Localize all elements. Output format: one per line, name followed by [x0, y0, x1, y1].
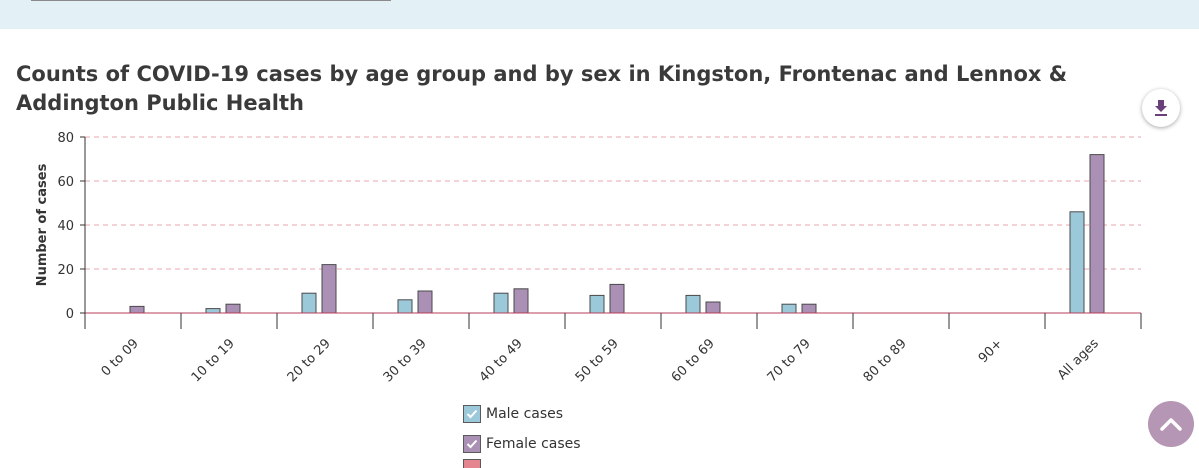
download-button[interactable]: [1142, 89, 1180, 127]
top-banner: [0, 0, 1199, 29]
bar-male: [301, 292, 317, 314]
x-tick-label: 90+: [976, 336, 1006, 366]
y-tick-label: 40: [57, 219, 74, 234]
bar-female: [705, 301, 721, 314]
check-icon: [466, 439, 478, 449]
x-tick-label: All ages: [1055, 336, 1102, 383]
top-input-underline: [31, 0, 391, 1]
scroll-to-top-button[interactable]: [1148, 401, 1194, 447]
legend-item-male[interactable]: Male cases: [463, 399, 581, 429]
x-tick-label: 10 to 19: [189, 336, 238, 385]
bar-male: [397, 299, 413, 314]
legend-swatch-third[interactable]: [463, 459, 481, 468]
legend-item-female[interactable]: Female cases: [463, 429, 581, 459]
legend-item-third[interactable]: [463, 459, 481, 468]
bar-female: [513, 288, 529, 314]
x-tick-label: 20 to 29: [285, 336, 334, 385]
bar-male: [781, 303, 797, 314]
legend: Male cases Female cases: [463, 399, 581, 468]
legend-swatch-female[interactable]: [463, 435, 481, 453]
x-tick-label: 50 to 59: [573, 336, 622, 385]
legend-swatch-male[interactable]: [463, 405, 481, 423]
chart-title: Counts of COVID-19 cases by age group an…: [16, 62, 1068, 115]
x-tick-label: 70 to 79: [765, 336, 814, 385]
bar-female: [417, 290, 433, 314]
x-tick-label: 0 to 09: [99, 336, 142, 379]
bar-male: [685, 294, 701, 314]
bar-female: [1089, 154, 1105, 314]
y-tick-label: 60: [57, 175, 74, 190]
y-tick-label: 0: [66, 307, 74, 322]
chevron-up-icon: [1160, 418, 1182, 431]
bar-male: [205, 308, 221, 314]
bar-female: [129, 305, 145, 314]
bar-female: [225, 303, 241, 314]
y-tick-label: 80: [57, 131, 74, 146]
legend-label-male: Male cases: [486, 406, 564, 422]
bar-female: [801, 303, 817, 314]
y-tick-label: 20: [57, 263, 74, 278]
legend-label-female: Female cases: [486, 436, 581, 452]
x-tick-label: 40 to 49: [477, 336, 526, 385]
bar-male: [1069, 211, 1085, 314]
check-icon: [466, 409, 478, 419]
bar-male: [493, 292, 509, 314]
x-tick-label: 80 to 89: [861, 336, 910, 385]
x-tick-label: 30 to 39: [381, 336, 430, 385]
bar-female: [609, 283, 625, 314]
bar-male: [589, 294, 605, 314]
bar-female: [321, 264, 337, 314]
download-icon: [1155, 100, 1167, 116]
x-tick-label: 60 to 69: [669, 336, 718, 385]
y-axis-title: Number of cases: [35, 163, 50, 286]
bar-chart: 0 20 40 60 80 Number of cases 0 to 09 10 to 19 2…: [35, 131, 1142, 385]
